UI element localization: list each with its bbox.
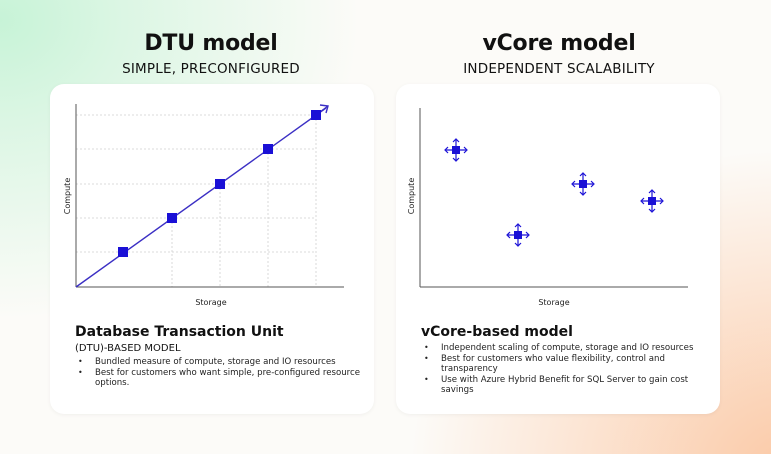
four-way-arrow-icon	[571, 172, 595, 196]
vcore-description: vCore-based model Independent scaling of…	[421, 324, 711, 396]
dtu-tier-marker	[118, 247, 128, 257]
dtu-tier-marker	[167, 213, 177, 223]
dtu-tier-marker	[215, 179, 225, 189]
four-way-arrow-icon	[444, 138, 468, 162]
vcore-bullet-list: Independent scaling of compute, storage …	[421, 343, 711, 396]
vcore-markers	[444, 138, 664, 247]
list-item: Use with Azure Hybrid Benefit for SQL Se…	[421, 375, 711, 396]
vcore-card: Storage Compute vCore-based model Indepe…	[396, 84, 720, 414]
dtu-card: Storage Compute Database Transaction Uni…	[50, 84, 374, 414]
vcore-diagram: Storage Compute	[407, 108, 688, 307]
four-way-arrow-icon	[640, 189, 664, 213]
vcore-title: vCore-based model	[421, 324, 573, 340]
dtu-grid	[76, 114, 317, 287]
dtu-tier-marker	[311, 110, 321, 120]
list-item: Best for customers who value flexibility…	[421, 354, 711, 375]
list-item: Best for customers who want simple, pre-…	[75, 368, 365, 389]
dtu-growth-line	[75, 107, 327, 288]
dtu-subtitle: (DTU)-BASED MODEL	[75, 343, 181, 354]
dtu-description: Database Transaction Unit (DTU)-BASED MO…	[75, 324, 365, 389]
vcore-x-axis-label: Storage	[538, 298, 569, 307]
dtu-title: Database Transaction Unit	[75, 324, 284, 340]
dtu-x-axis-label: Storage	[195, 298, 226, 307]
list-item: Bundled measure of compute, storage and …	[75, 357, 365, 368]
vcore-heading: vCore model	[482, 31, 636, 56]
list-item: Independent scaling of compute, storage …	[421, 343, 711, 354]
dtu-bullet-list: Bundled measure of compute, storage and …	[75, 357, 365, 389]
dtu-heading: DTU model	[144, 31, 278, 56]
dtu-header: DTU model SIMPLE, PRECONFIGURED	[46, 30, 376, 78]
vcore-header: vCore model INDEPENDENT SCALABILITY	[394, 30, 724, 78]
vcore-y-axis-label: Compute	[407, 178, 416, 215]
vcore-axes	[419, 108, 688, 288]
four-way-arrow-icon	[506, 223, 530, 247]
dtu-diagram: Storage Compute	[63, 104, 344, 307]
dtu-subheading: SIMPLE, PRECONFIGURED	[122, 61, 300, 77]
dtu-axes	[75, 104, 344, 288]
dtu-tier-marker	[263, 144, 273, 154]
vcore-subheading: INDEPENDENT SCALABILITY	[463, 61, 655, 77]
dtu-y-axis-label: Compute	[63, 178, 72, 215]
